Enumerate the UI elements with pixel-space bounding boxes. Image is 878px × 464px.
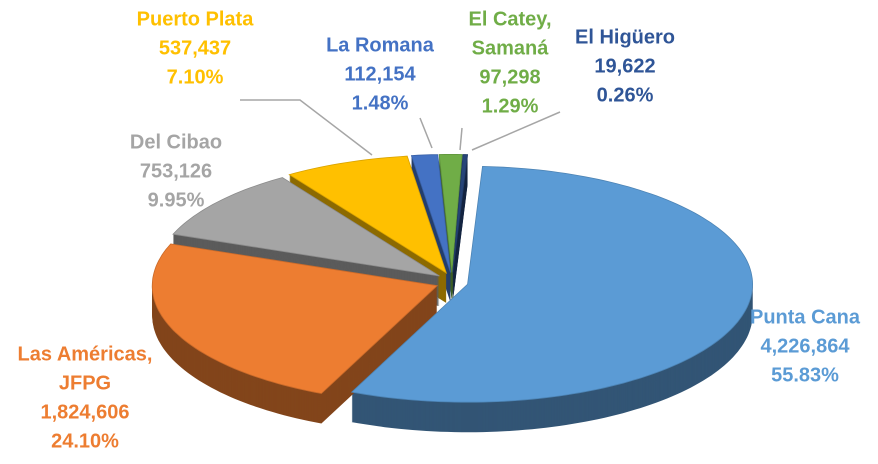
slice-side-layer: [452, 175, 468, 294]
slice-side-layer: [452, 181, 468, 300]
slice-label-value: 19,622: [594, 55, 655, 77]
slice-side-layer: [452, 167, 468, 286]
slice-side-layer: [452, 164, 468, 283]
slice-label-name: Las Américas,: [18, 343, 153, 365]
slice-side-layer: [452, 158, 468, 277]
slice-side-layer: [452, 168, 468, 287]
slice-side-layer: [452, 177, 468, 296]
slice: [151, 243, 439, 394]
slice-side-layer: [452, 176, 468, 295]
slice-label-value: 537,437: [159, 37, 231, 59]
slice: [350, 165, 754, 403]
leader-line: [471, 111, 561, 151]
slice-side-layer: [452, 179, 468, 298]
slice-label-percent: 1.48%: [352, 92, 409, 114]
slice: [438, 154, 463, 273]
slice: [410, 154, 451, 273]
slice-side-layer: [452, 165, 468, 284]
slice-label-name: Del Cibao: [130, 131, 222, 153]
slice-side-layer: [452, 163, 468, 282]
slice-label-name: El Higüero: [575, 26, 675, 48]
slice-label-value: 753,126: [140, 160, 212, 182]
slice-side-layer: [452, 183, 468, 302]
slice-side-layer: [452, 172, 468, 291]
slice-side-layer: [452, 160, 468, 279]
slice-side-layer: [452, 178, 468, 297]
slice-side-layer: [452, 161, 468, 280]
slice-label-percent: 7.10%: [167, 66, 224, 88]
slice-side-layer: [452, 180, 468, 299]
leader-lines: [240, 99, 561, 156]
slice-label-value: 4,226,864: [761, 335, 851, 357]
slice-side-layer: [452, 184, 468, 303]
slice-side-layer: [452, 159, 468, 278]
slice: [172, 177, 440, 277]
slice-label-name: Puerto Plata: [137, 8, 255, 30]
leader-line: [419, 117, 433, 149]
slice-side-layer: [452, 162, 468, 281]
slice-side-layer: [452, 173, 468, 292]
slice-label-percent: 55.83%: [771, 364, 839, 386]
slice-label-name: Punta Cana: [750, 306, 861, 328]
slice-side-layer: [452, 171, 468, 290]
slice-label-name: Samaná: [472, 37, 550, 59]
slice-label-percent: 1.29%: [482, 95, 539, 117]
slice: [288, 155, 448, 274]
slice-label-name: El Catey,: [469, 8, 552, 30]
slice-label-name: JFPG: [59, 372, 111, 394]
slice-label-percent: 0.26%: [597, 84, 654, 106]
slice-side-layer: [452, 174, 468, 293]
slice-label-value: 97,298: [479, 66, 540, 88]
leader-line: [240, 99, 373, 156]
slice: [452, 154, 469, 273]
slice-side-layer: [452, 169, 468, 288]
slice-label-percent: 9.95%: [148, 189, 205, 211]
slice-label-value: 1,824,606: [41, 401, 130, 423]
slice-label-value: 112,154: [344, 63, 416, 85]
slice-side-layer: [452, 182, 468, 301]
slice-label-name: La Romana: [326, 34, 435, 56]
slice-side-layer: [452, 170, 468, 289]
slice-label-percent: 24.10%: [51, 430, 119, 452]
slice-side-layer: [452, 166, 468, 285]
leader-line: [459, 127, 463, 151]
